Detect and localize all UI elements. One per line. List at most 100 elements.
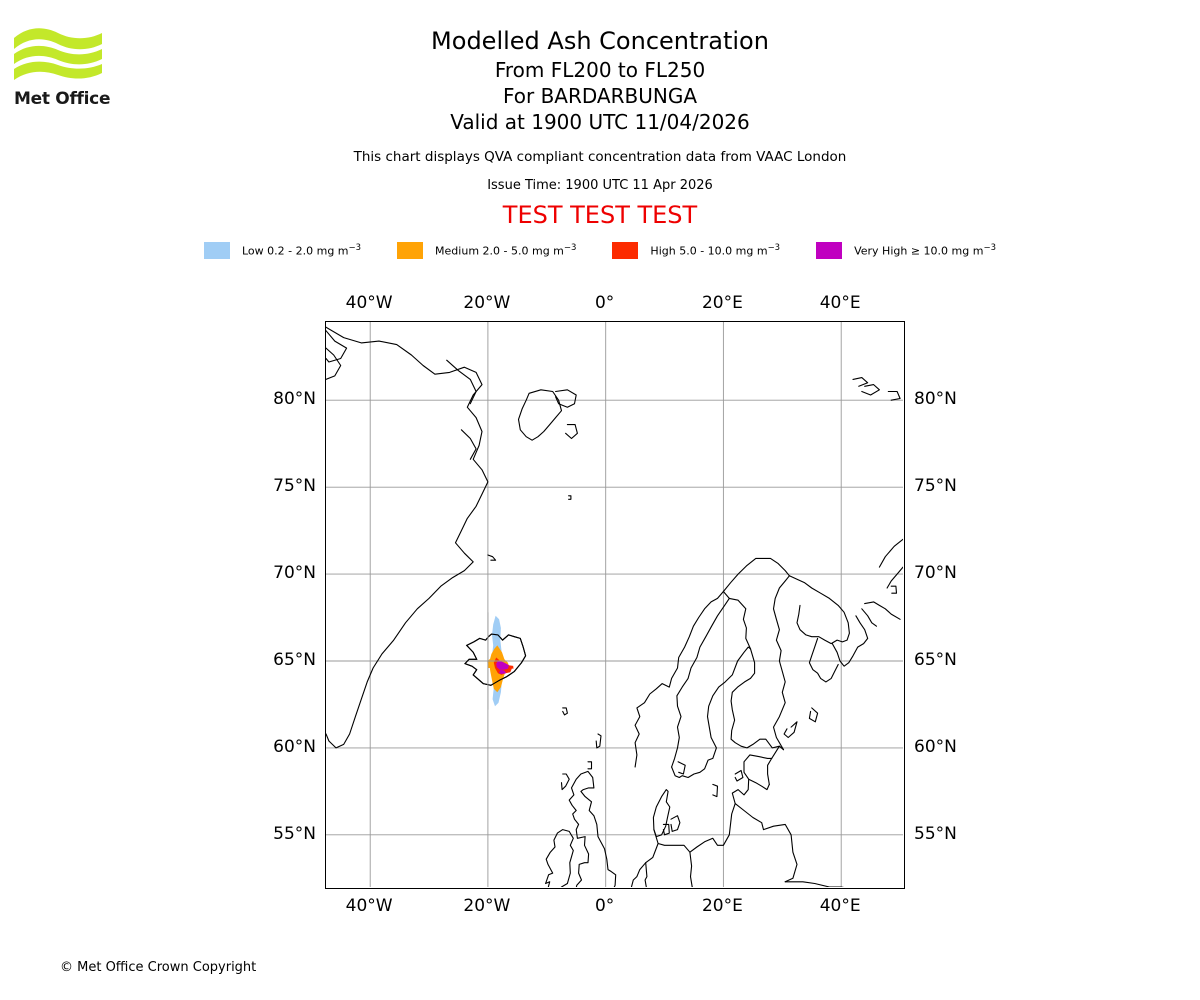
map-plot-area xyxy=(325,321,905,889)
lon-tick-top-40°E: 40°E xyxy=(819,293,861,313)
coastline-segment xyxy=(326,347,342,380)
lon-tick-bottom-20°E: 20°E xyxy=(701,896,743,916)
qva-note: This chart displays QVA compliant concen… xyxy=(353,149,847,165)
coastline-segment xyxy=(644,862,648,887)
coastline-segment xyxy=(446,359,477,405)
copyright-notice: © Met Office Crown Copyright xyxy=(60,960,257,975)
lon-tick-bottom-0°: 0° xyxy=(594,896,615,916)
coastline-segment xyxy=(861,384,880,396)
coastline-segment xyxy=(767,757,773,785)
legend-label-medium: Medium 2.0 - 5.0 mg m−3 xyxy=(435,243,577,258)
plume-very-high-south xyxy=(499,669,507,674)
coastline-iceland-overlay xyxy=(464,633,527,686)
coastline-segment xyxy=(762,823,798,883)
met-office-waves-icon xyxy=(14,28,102,80)
flight-level-range: From FL200 to FL250 xyxy=(494,58,706,82)
coastline-segment xyxy=(326,330,348,363)
legend-item-high: High 5.0 - 10.0 mg m−3 xyxy=(612,242,816,259)
volcano-name: For BARDARBUNGA xyxy=(502,84,698,108)
coastline-segment xyxy=(671,646,785,779)
coastline-segment xyxy=(748,778,770,791)
coastline-segment xyxy=(784,881,845,887)
coastline-segment xyxy=(772,575,790,751)
coastline-segment xyxy=(595,733,602,749)
lon-tick-top-0°: 0° xyxy=(594,293,615,313)
lon-tick-top-20°W: 20°W xyxy=(463,293,511,313)
coastline-segment xyxy=(887,390,901,401)
legend-swatch-medium xyxy=(397,242,424,259)
met-office-logo: Met Office xyxy=(14,24,124,114)
plume-high-east xyxy=(508,665,514,669)
valid-time: Valid at 1900 UTC 11/04/2026 xyxy=(450,110,750,134)
coastline-segment xyxy=(890,585,898,594)
coastline-segment xyxy=(852,377,869,387)
legend-item-low: Low 0.2 - 2.0 mg m−3 xyxy=(204,242,397,259)
chart-header: Modelled Ash Concentration From FL200 to… xyxy=(0,26,1200,229)
lat-tick-left-75°N: 75°N xyxy=(273,476,316,497)
coastline-segment xyxy=(652,789,671,838)
coastline-segment xyxy=(670,815,681,832)
coastline-segment xyxy=(568,770,617,887)
coastline-segment xyxy=(783,721,798,739)
lat-tick-right-70°N: 70°N xyxy=(914,563,957,584)
coastline-segment xyxy=(861,608,878,627)
lon-tick-bottom-40°W: 40°W xyxy=(345,896,393,916)
coastline-segment xyxy=(831,615,869,667)
map-graphic xyxy=(326,322,903,887)
coastline-segment xyxy=(886,566,903,589)
plume-medium-west xyxy=(487,657,495,668)
lat-tick-right-65°N: 65°N xyxy=(914,650,957,670)
met-office-wordmark: Met Office xyxy=(14,89,111,109)
legend-label-very-high: Very High ≥ 10.0 mg m−3 xyxy=(854,243,996,258)
coastline-segment xyxy=(677,761,686,775)
lat-tick-right-75°N: 75°N xyxy=(914,476,957,497)
coastline-segment xyxy=(562,707,568,716)
coastline-segment xyxy=(728,597,752,650)
coastline-segment xyxy=(788,575,850,645)
coastline-segment xyxy=(555,389,577,408)
coastline-segment xyxy=(587,761,593,770)
coastline-segment xyxy=(864,601,901,620)
coastline-segment xyxy=(734,769,744,782)
lat-tick-left-80°N: 80°N xyxy=(273,389,316,410)
coastline-segment xyxy=(689,851,693,887)
coastline-segment xyxy=(671,590,730,768)
page-title: Modelled Ash Concentration xyxy=(431,27,769,55)
lat-tick-right-60°N: 60°N xyxy=(914,736,957,757)
plume-very-high xyxy=(496,661,510,670)
coastline-segment xyxy=(568,495,572,500)
lat-tick-left-70°N: 70°N xyxy=(273,563,316,584)
lat-tick-right-80°N: 80°N xyxy=(914,389,957,410)
issue-time: Issue Time: 1900 UTC 11 Apr 2026 xyxy=(487,178,713,193)
lon-tick-bottom-40°E: 40°E xyxy=(819,896,861,916)
coastline-segment xyxy=(460,429,477,460)
test-banner: TEST TEST TEST xyxy=(502,201,698,229)
coastline-segment xyxy=(808,707,819,723)
coastlines xyxy=(326,326,903,887)
coastline-segment xyxy=(653,745,780,853)
coastline-segment xyxy=(878,538,903,568)
coastline-segment xyxy=(630,842,659,887)
legend-item-medium: Medium 2.0 - 5.0 mg m−3 xyxy=(397,242,612,259)
lon-tick-top-20°E: 20°E xyxy=(701,293,743,313)
coastline-segment xyxy=(634,557,790,768)
coastline-segment xyxy=(517,389,563,441)
coastline-segment xyxy=(734,803,765,831)
coastline-segment xyxy=(808,637,839,683)
legend-item-very-high: Very High ≥ 10.0 mg m−3 xyxy=(816,242,996,259)
legend-swatch-low xyxy=(204,242,230,259)
coastline-segment xyxy=(487,554,497,561)
legend-swatch-high xyxy=(612,242,639,259)
legend-label-high: High 5.0 - 10.0 mg m−3 xyxy=(650,243,781,258)
coastline-segment xyxy=(712,783,719,798)
lat-tick-left-55°N: 55°N xyxy=(273,823,316,844)
coastline-segment xyxy=(662,823,670,836)
map-container: 40°W 40°W 20°W 20°W 0° 0° 20°E 20°E 40°E 40°E 80°N… xyxy=(273,293,957,916)
map-gridlines xyxy=(326,322,903,887)
lon-tick-top-40°W: 40°W xyxy=(345,293,393,313)
coastline-segment xyxy=(560,773,570,791)
ash-plume xyxy=(464,612,527,710)
concentration-legend: Low 0.2 - 2.0 mg m−3 Medium 2.0 - 5.0 mg … xyxy=(0,242,1200,259)
lat-tick-left-65°N: 65°N xyxy=(273,650,316,670)
coastline-segment xyxy=(545,829,574,887)
